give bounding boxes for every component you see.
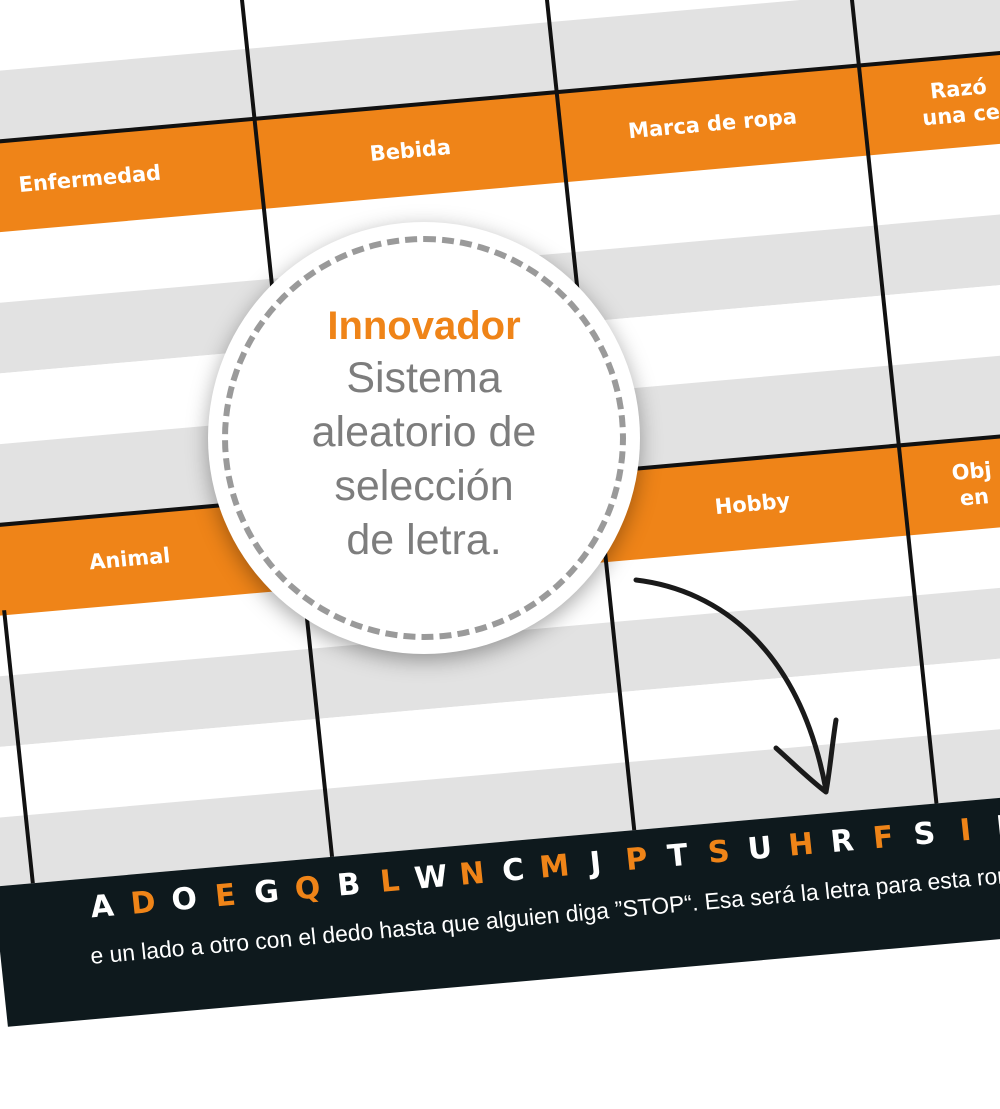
dashed-ring [222, 236, 626, 640]
badge-line: selección [334, 462, 514, 510]
badge-line: aleatorio de [311, 408, 537, 456]
badge-line: de letra. [346, 516, 502, 564]
badge-line: Sistema [346, 354, 502, 402]
arrow-icon [633, 577, 839, 795]
feature-badge: Innovador Sistema aleatorio de selección… [208, 222, 640, 654]
badge-title: Innovador [327, 304, 521, 348]
